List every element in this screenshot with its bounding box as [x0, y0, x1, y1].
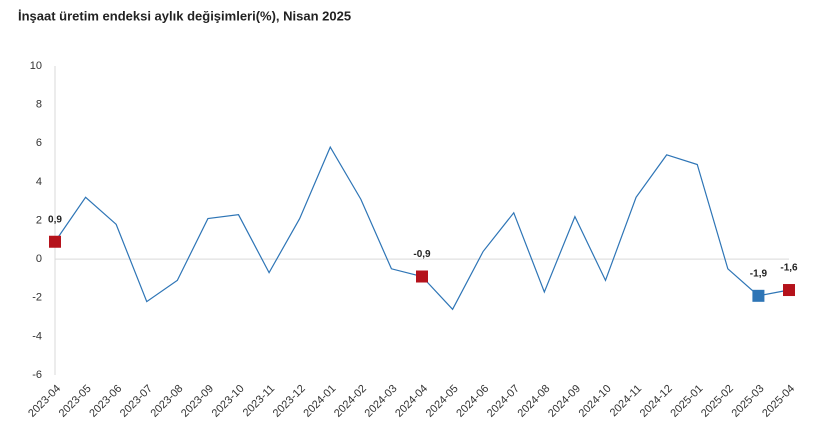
- marker: [416, 270, 428, 283]
- x-tick-label: 2023-04: [26, 383, 63, 420]
- y-tick-label: 4: [36, 176, 42, 188]
- x-tick-label: 2023-10: [210, 383, 247, 420]
- data-label: -0,9: [413, 249, 431, 260]
- x-tick-label: 2023-12: [271, 383, 308, 420]
- x-tick-label: 2024-12: [638, 383, 675, 420]
- x-tick-label: 2024-02: [332, 383, 369, 420]
- x-tick-label: 2023-08: [148, 383, 185, 420]
- x-tick-label: 2024-06: [454, 383, 491, 420]
- x-tick-label: 2023-05: [57, 383, 94, 420]
- x-tick-label: 2024-03: [363, 383, 400, 420]
- marker: [752, 289, 765, 302]
- x-tick-label: 2023-11: [241, 383, 277, 419]
- x-tick-label: 2023-06: [87, 383, 124, 420]
- x-tick-label: 2023-07: [118, 383, 155, 420]
- x-tick-label: 2024-10: [577, 383, 614, 420]
- x-tick-label: 2025-04: [760, 383, 797, 420]
- y-tick-label: -6: [32, 369, 42, 381]
- x-tick-label: 2024-07: [485, 383, 522, 420]
- x-tick-label: 2024-09: [546, 383, 583, 420]
- x-tick-label: 2024-08: [515, 383, 552, 420]
- data-label: -1,6: [780, 263, 798, 274]
- x-tick-label: 2025-01: [668, 383, 705, 420]
- x-tick-label: 2025-03: [730, 383, 767, 420]
- y-tick-label: 0: [36, 253, 42, 265]
- marker: [49, 235, 61, 248]
- x-tick-label: 2023-09: [179, 383, 216, 420]
- y-tick-label: 10: [30, 60, 42, 72]
- y-tick-label: -4: [32, 330, 42, 342]
- x-tick-label: 2024-01: [301, 383, 338, 420]
- y-tick-label: -2: [32, 292, 42, 304]
- x-tick-label: 2024-11: [608, 383, 644, 419]
- x-tick-label: 2025-02: [699, 383, 736, 420]
- y-tick-label: 8: [36, 99, 42, 111]
- y-tick-label: 6: [36, 137, 42, 149]
- x-tick-label: 2024-04: [393, 383, 430, 420]
- data-label: 0,9: [48, 214, 62, 225]
- x-tick-label: 2024-05: [424, 383, 461, 420]
- y-tick-label: 2: [36, 214, 42, 226]
- marker: [783, 284, 795, 297]
- chart-title: İnşaat üretim endeksi aylık değişimleri(…: [18, 8, 351, 23]
- data-label: -1,9: [750, 268, 768, 279]
- data-line: [54, 145, 790, 311]
